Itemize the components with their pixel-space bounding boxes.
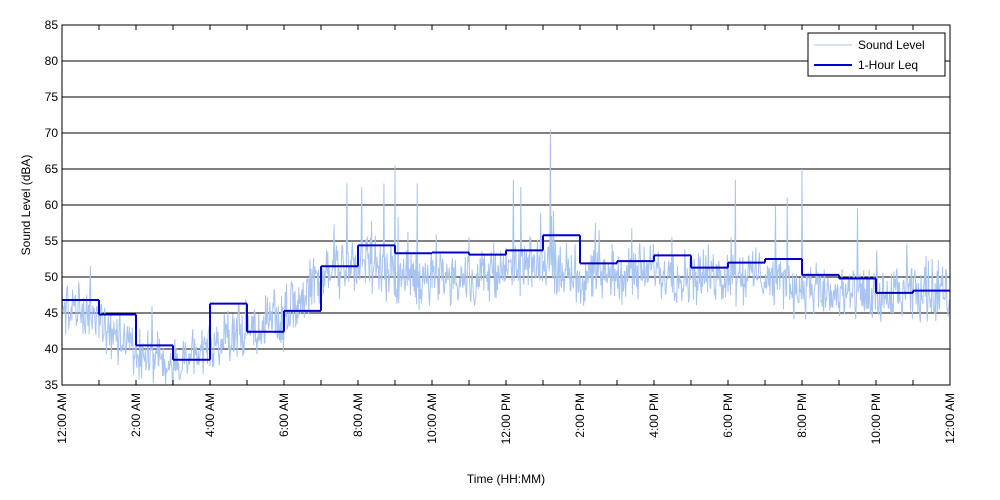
x-tick-label: 10:00 PM bbox=[869, 393, 883, 444]
y-tick-label: 35 bbox=[45, 378, 59, 392]
x-tick-label: 4:00 AM bbox=[203, 393, 217, 437]
x-tick-label: 2:00 AM bbox=[129, 393, 143, 437]
y-tick-label: 45 bbox=[45, 306, 59, 320]
x-tick-label: 6:00 PM bbox=[721, 393, 735, 438]
y-tick-label: 55 bbox=[45, 234, 59, 248]
x-tick-label: 2:00 PM bbox=[573, 393, 587, 438]
legend-label-leq: 1-Hour Leq bbox=[858, 58, 918, 72]
legend-label-sound-level: Sound Level bbox=[858, 38, 925, 52]
x-axis-label: Time (HH:MM) bbox=[467, 472, 545, 486]
y-tick-label: 80 bbox=[45, 54, 59, 68]
x-tick-label: 12:00 AM bbox=[55, 393, 69, 444]
y-tick-label: 65 bbox=[45, 162, 59, 176]
x-axis-ticks: 12:00 AM 2:00 AM 4:00 AM 6:00 AM 8:00 AM 10:0… bbox=[55, 25, 957, 444]
y-tick-label: 60 bbox=[45, 198, 59, 212]
sound-level-series bbox=[61, 129, 951, 386]
legend: Sound Level 1-Hour Leq bbox=[807, 32, 946, 77]
x-tick-label: 4:00 PM bbox=[647, 393, 661, 438]
y-tick-label: 85 bbox=[45, 18, 59, 32]
y-tick-label: 70 bbox=[45, 126, 59, 140]
y-axis-ticks: 35 40 45 50 55 60 65 70 75 80 85 bbox=[45, 18, 59, 392]
x-tick-label: 8:00 AM bbox=[351, 393, 365, 437]
sound-level-trace bbox=[61, 129, 951, 386]
x-tick-label: 12:00 PM bbox=[499, 393, 513, 444]
x-tick-label: 6:00 AM bbox=[277, 393, 291, 437]
x-tick-label: 12:00 AM bbox=[943, 393, 957, 444]
y-tick-label: 40 bbox=[45, 342, 59, 356]
legend-box bbox=[807, 32, 946, 77]
x-tick-label: 10:00 AM bbox=[425, 393, 439, 444]
leq-series bbox=[62, 234, 950, 361]
y-tick-label: 50 bbox=[45, 270, 59, 284]
y-tick-label: 75 bbox=[45, 90, 59, 104]
y-axis-label: Sound Level (dBA) bbox=[19, 155, 33, 256]
x-tick-label: 8:00 PM bbox=[795, 393, 809, 438]
